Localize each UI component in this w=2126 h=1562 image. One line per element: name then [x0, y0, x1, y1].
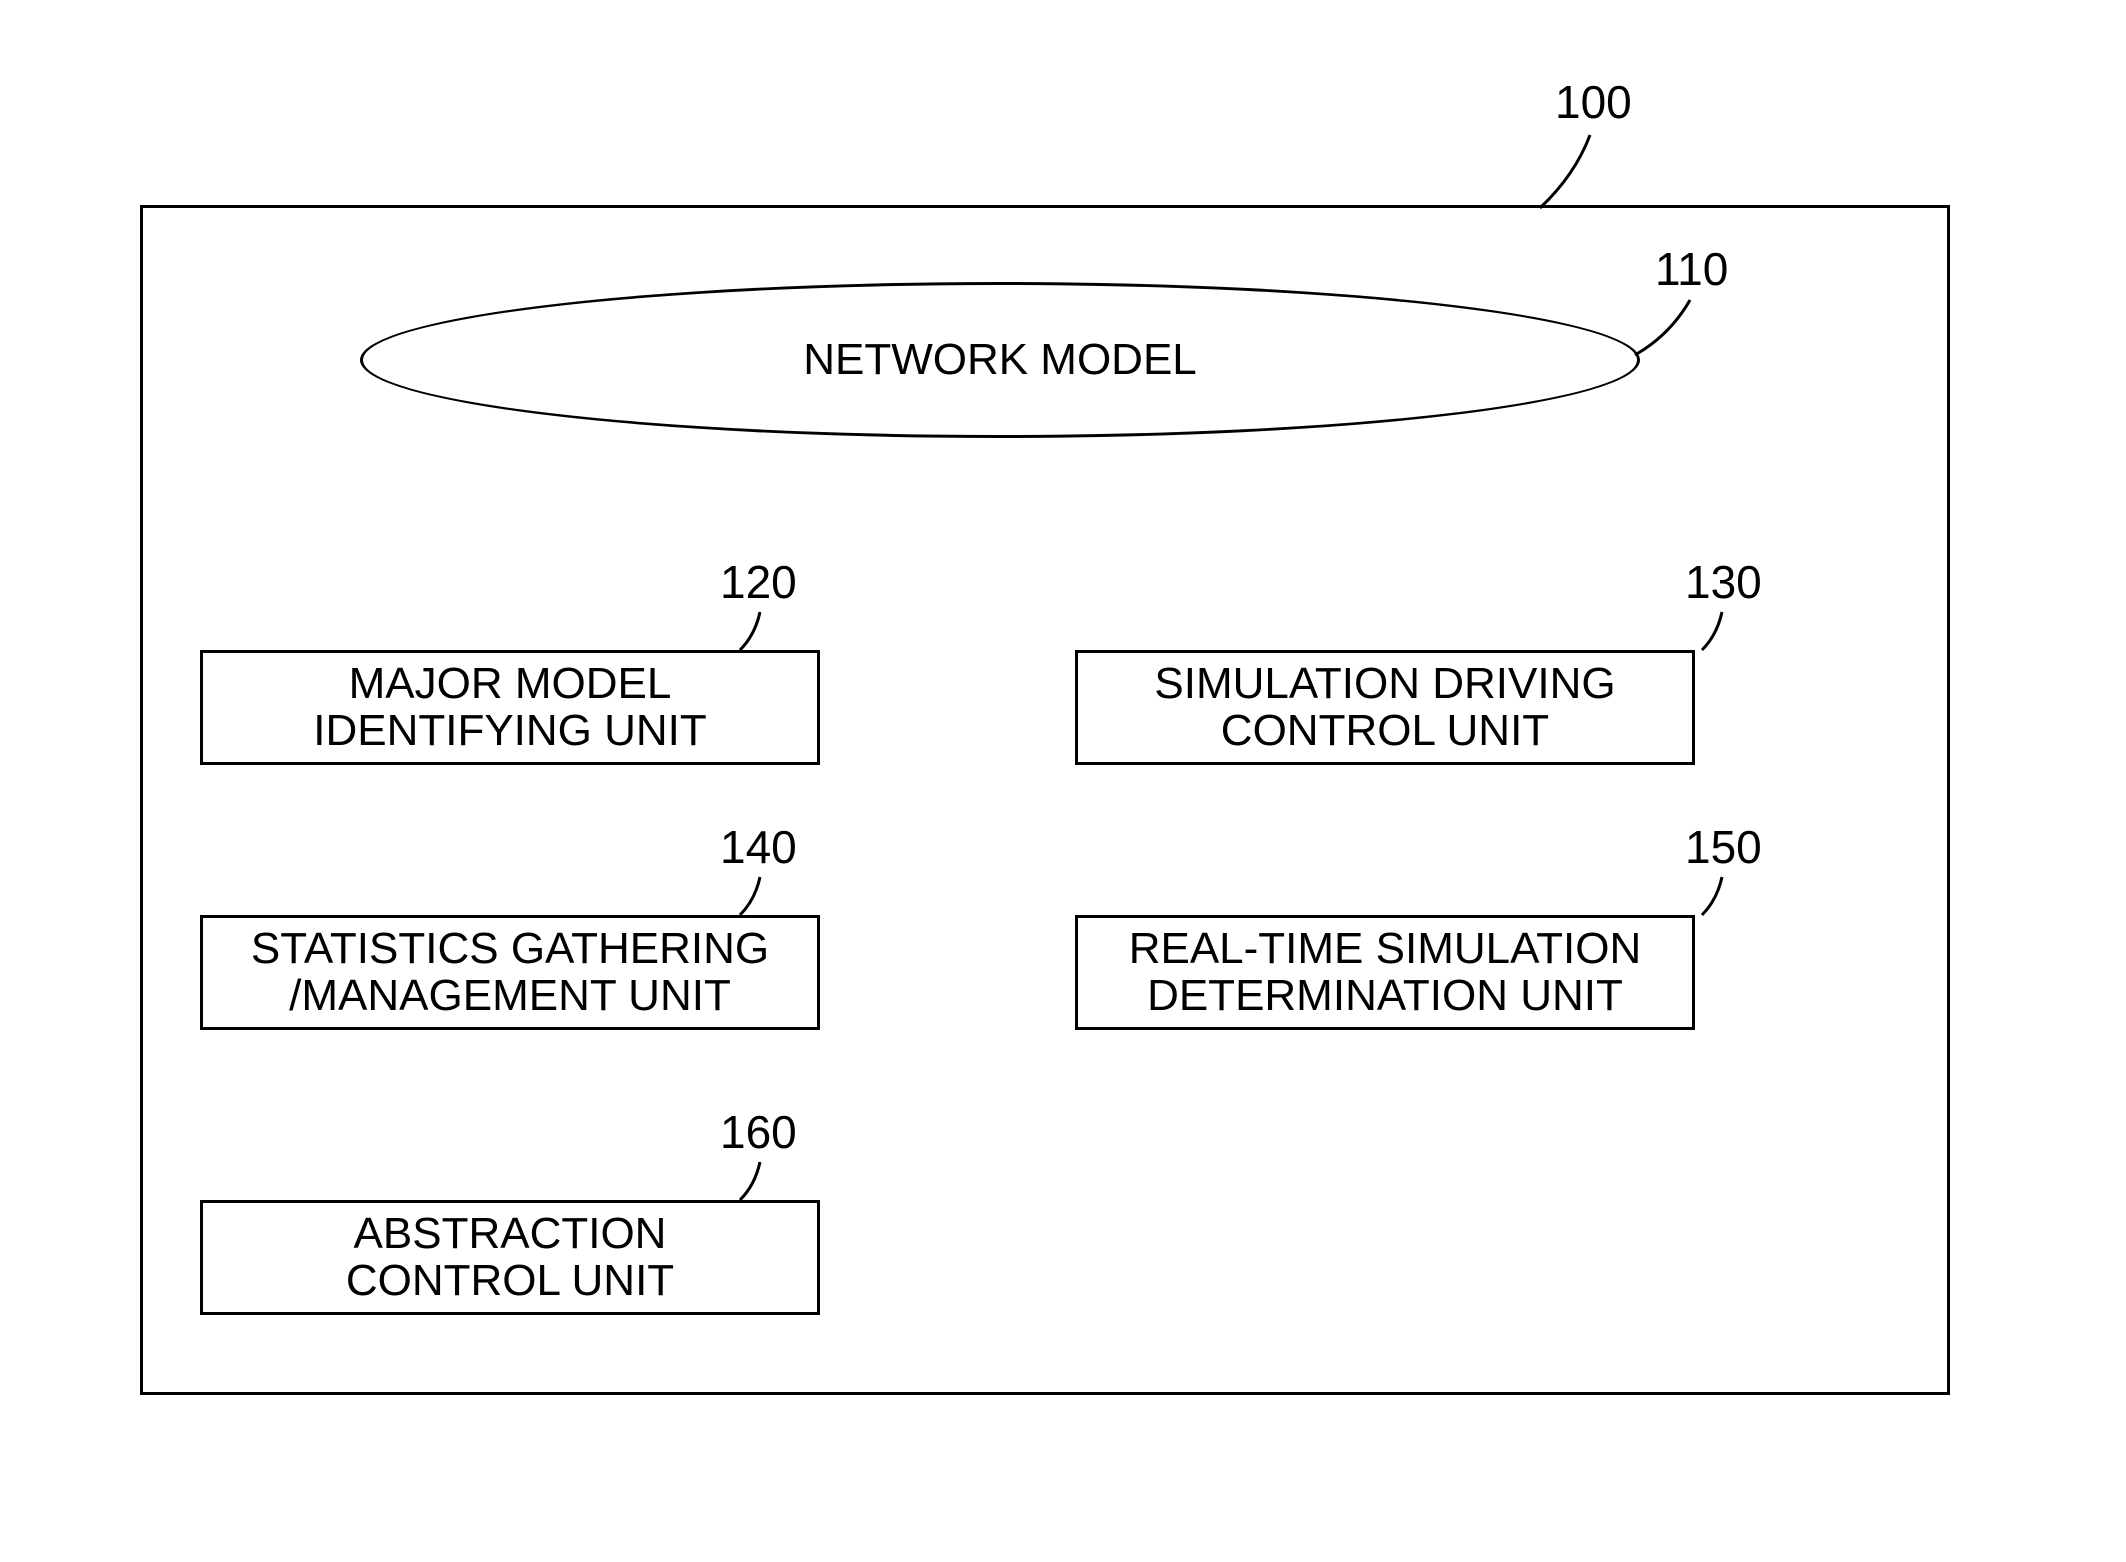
ref-100: 100 [1555, 75, 1632, 129]
box-line1: ABSTRACTION [354, 1209, 667, 1258]
box-line2: CONTROL UNIT [1221, 706, 1549, 755]
box-line1: SIMULATION DRIVING [1154, 659, 1615, 708]
box-line1: REAL-TIME SIMULATION [1129, 924, 1642, 973]
sim-driving-box: SIMULATION DRIVING CONTROL UNIT [1075, 650, 1695, 765]
box-line1: STATISTICS GATHERING [251, 924, 769, 973]
realtime-box: REAL-TIME SIMULATION DETERMINATION UNIT [1075, 915, 1695, 1030]
ref-150: 150 [1685, 820, 1762, 874]
ref-110: 110 [1655, 242, 1728, 296]
ref-140: 140 [720, 820, 797, 874]
ref-120: 120 [720, 555, 797, 609]
box-line2: IDENTIFYING UNIT [313, 706, 707, 755]
box-line2: CONTROL UNIT [346, 1256, 674, 1305]
ref-130: 130 [1685, 555, 1762, 609]
box-line1: MAJOR MODEL [349, 659, 672, 708]
network-model-label: NETWORK MODEL [803, 335, 1197, 385]
ref-160: 160 [720, 1105, 797, 1159]
box-line2: DETERMINATION UNIT [1147, 971, 1623, 1020]
network-model-ellipse: NETWORK MODEL [360, 282, 1640, 438]
major-model-box: MAJOR MODEL IDENTIFYING UNIT [200, 650, 820, 765]
stats-box: STATISTICS GATHERING /MANAGEMENT UNIT [200, 915, 820, 1030]
box-line2: /MANAGEMENT UNIT [289, 971, 731, 1020]
abstraction-box: ABSTRACTION CONTROL UNIT [200, 1200, 820, 1315]
